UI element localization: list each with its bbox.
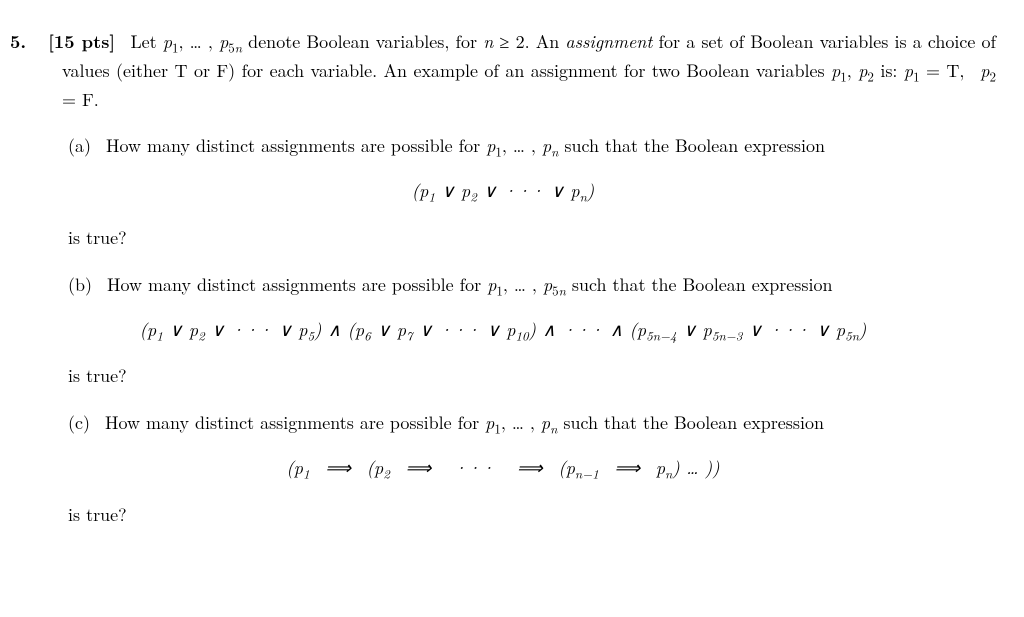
part-b-equation: (p1 ∨ p2 ∨ ··· ∨ p5) ∧ (p6 ∨ p7 ∨ ··· ∨ …: [10, 316, 996, 345]
problem-intro: 5. [15 pts] Let p1, … , p5n denote Boole…: [36, 28, 996, 114]
part-c-tail: is true?: [68, 501, 996, 530]
part-label-a: (a): [68, 133, 91, 158]
part-c-equation: (p1 ⟹ (p2 ⟹ ··· ⟹ (pn−1 ⟹ pn) … )): [10, 454, 996, 483]
intro-text: Let p1, … , p5n denote Boolean variables…: [62, 29, 996, 112]
part-label-c: (c): [68, 410, 90, 435]
part-b-text: How many distinct assignments are possib…: [107, 272, 832, 297]
points-label: [15 pts]: [48, 29, 115, 54]
part-c: (c) How many distinct assignments are po…: [68, 409, 996, 438]
problem-page: 5. [15 pts] Let p1, … , p5n denote Boole…: [0, 0, 1024, 554]
part-a-equation: (p1 ∨ p2 ∨ ··· ∨ pn): [10, 177, 996, 206]
part-a-tail: is true?: [68, 224, 996, 253]
part-c-text: How many distinct assignments are possib…: [105, 410, 824, 435]
part-a: (a) How many distinct assignments are po…: [68, 132, 996, 161]
part-b: (b) How many distinct assignments are po…: [68, 271, 996, 300]
part-b-tail: is true?: [68, 362, 996, 391]
part-a-text: How many distinct assignments are possib…: [106, 133, 825, 158]
part-label-b: (b): [68, 272, 92, 297]
